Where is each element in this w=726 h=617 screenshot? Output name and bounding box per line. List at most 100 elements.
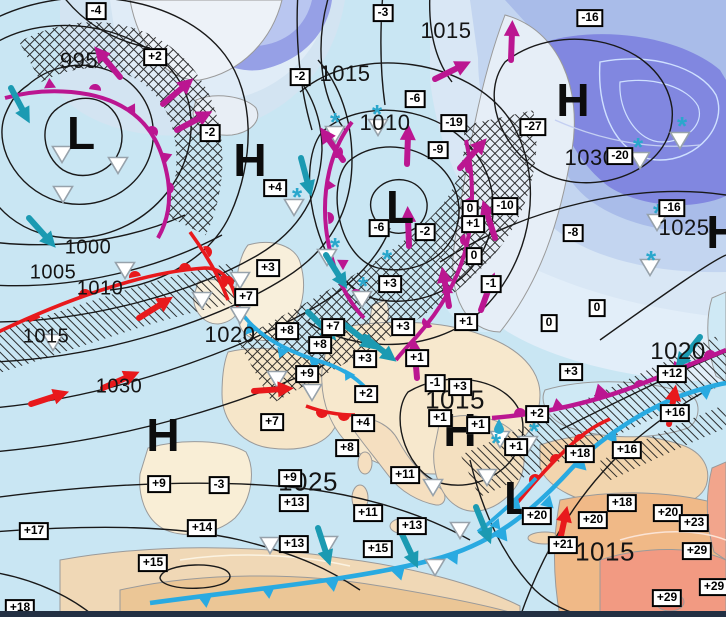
snowflake-icon: * bbox=[291, 182, 303, 213]
temperature-box: +8 bbox=[335, 439, 359, 457]
temperature-box: +17 bbox=[18, 522, 50, 540]
temperature-box: +8 bbox=[275, 322, 299, 340]
pressure-center-h: H bbox=[556, 74, 590, 126]
shower-triangle-icon bbox=[51, 145, 73, 169]
shower-triangle-icon bbox=[229, 306, 251, 330]
shower-triangle-icon bbox=[266, 370, 288, 394]
snowflake-icon: * bbox=[632, 132, 644, 163]
shower-triangle-icon bbox=[229, 271, 251, 295]
temperature-box: +29 bbox=[651, 589, 683, 607]
shower-triangle-icon bbox=[52, 185, 74, 209]
isobar-label: 995 bbox=[59, 48, 99, 73]
pressure-center-l: L bbox=[385, 181, 415, 233]
temperature-box: +18 bbox=[564, 445, 596, 463]
temperature-box: +13 bbox=[396, 517, 428, 535]
isobar-label: 1020 bbox=[650, 338, 706, 365]
temperature-box: +16 bbox=[659, 404, 691, 422]
drizzle-drop-icon bbox=[494, 419, 505, 439]
magenta-wind-arrow-icon bbox=[398, 123, 423, 168]
pressure-center-h: H bbox=[706, 206, 726, 258]
isobar-label: 1005 bbox=[29, 261, 77, 284]
temperature-box: 0 bbox=[465, 247, 483, 265]
temperature-box: +21 bbox=[547, 536, 579, 554]
teal-wind-arrow-icon bbox=[304, 522, 339, 571]
snowflake-icon: * bbox=[645, 245, 657, 276]
magenta-wind-arrow-icon bbox=[451, 132, 498, 180]
shower-triangle-icon bbox=[107, 156, 129, 180]
shower-triangle-icon bbox=[367, 118, 389, 142]
red-wind-arrow-icon bbox=[97, 363, 147, 402]
temperature-box: +11 bbox=[353, 504, 383, 522]
snowflake-icon: * bbox=[381, 244, 393, 275]
magenta-wind-arrow-icon bbox=[155, 71, 203, 117]
temperature-box: +7 bbox=[260, 413, 284, 431]
temperature-box: -20 bbox=[606, 147, 634, 165]
temperature-box: +2 bbox=[354, 385, 378, 403]
temperature-box: +13 bbox=[278, 535, 310, 553]
temperature-box: +1 bbox=[454, 313, 478, 331]
temperature-box: -9 bbox=[427, 141, 449, 159]
teal-wind-arrow-icon bbox=[0, 81, 38, 131]
temperature-box: 0 bbox=[588, 299, 606, 317]
teal-wind-arrow-icon bbox=[287, 153, 321, 201]
pressure-center-h: H bbox=[146, 409, 180, 461]
shower-triangle-icon bbox=[629, 151, 651, 175]
isobar-label: 1015 bbox=[420, 18, 472, 43]
shower-triangle-icon bbox=[639, 258, 661, 282]
temperature-box: +3 bbox=[391, 318, 415, 336]
temperature-box: -2 bbox=[289, 68, 311, 86]
teal-wind-arrow-icon bbox=[387, 525, 426, 575]
temperature-box: +12 bbox=[656, 365, 688, 383]
temperature-box: -8 bbox=[562, 224, 584, 242]
isobar-label: 1025 bbox=[658, 215, 710, 240]
temperature-box: +9 bbox=[295, 365, 319, 383]
pressure-center-h: H bbox=[233, 134, 267, 186]
temperature-box: +3 bbox=[256, 259, 280, 277]
snowflake-icon: * bbox=[653, 201, 663, 226]
temperature-box: +1 bbox=[466, 416, 490, 434]
map-bottom-border bbox=[0, 611, 726, 617]
temperature-box: +7 bbox=[321, 318, 345, 336]
snowflake-icon: * bbox=[357, 271, 369, 302]
temperature-box: 0 bbox=[540, 314, 558, 332]
isobar-label: 1020 bbox=[204, 322, 256, 347]
temperature-box: +16 bbox=[611, 441, 643, 459]
isobar-label: 1015 bbox=[575, 536, 635, 567]
temperature-box: +1 bbox=[405, 349, 429, 367]
magenta-wind-arrow-icon bbox=[502, 19, 527, 64]
shower-triangle-icon bbox=[669, 131, 691, 155]
temperature-box: +1 bbox=[504, 438, 528, 456]
temperature-box: +29 bbox=[681, 542, 713, 560]
isobar-label: 1015 bbox=[22, 325, 70, 348]
temperature-box: +1 bbox=[428, 409, 452, 427]
temperature-box: +20 bbox=[521, 507, 553, 525]
temperature-box: +23 bbox=[678, 514, 710, 532]
magenta-wind-arrow-icon bbox=[87, 37, 133, 85]
shower-triangle-icon bbox=[424, 558, 446, 582]
temperature-box: +4 bbox=[351, 414, 375, 432]
teal-wind-arrow-icon bbox=[17, 210, 64, 258]
red-wind-arrow-icon bbox=[25, 383, 74, 418]
shower-triangle-icon bbox=[449, 521, 471, 545]
temperature-box: +29 bbox=[698, 578, 726, 596]
temperature-box: -10 bbox=[491, 197, 519, 215]
temperature-box: +3 bbox=[353, 350, 377, 368]
shower-triangle-icon bbox=[114, 261, 136, 285]
temperature-box: -3 bbox=[208, 476, 230, 494]
temperature-box: +9 bbox=[147, 475, 171, 493]
temperature-box: +9 bbox=[278, 469, 302, 487]
isobar-label: 1010 bbox=[76, 277, 124, 300]
shower-triangle-icon bbox=[646, 213, 668, 237]
teal-wind-arrow-icon bbox=[462, 501, 500, 550]
fronts bbox=[0, 78, 726, 608]
temperature-box: -1 bbox=[480, 275, 502, 293]
red-wind-arrow-icon bbox=[132, 289, 182, 332]
temperature-box: -2 bbox=[414, 223, 436, 241]
temperature-box: +8 bbox=[308, 336, 332, 354]
snowflake-icon: * bbox=[676, 111, 688, 142]
red-wind-arrow-icon bbox=[250, 379, 295, 405]
isobar-label: 1000 bbox=[64, 236, 112, 259]
temperature-box: +3 bbox=[448, 378, 472, 396]
